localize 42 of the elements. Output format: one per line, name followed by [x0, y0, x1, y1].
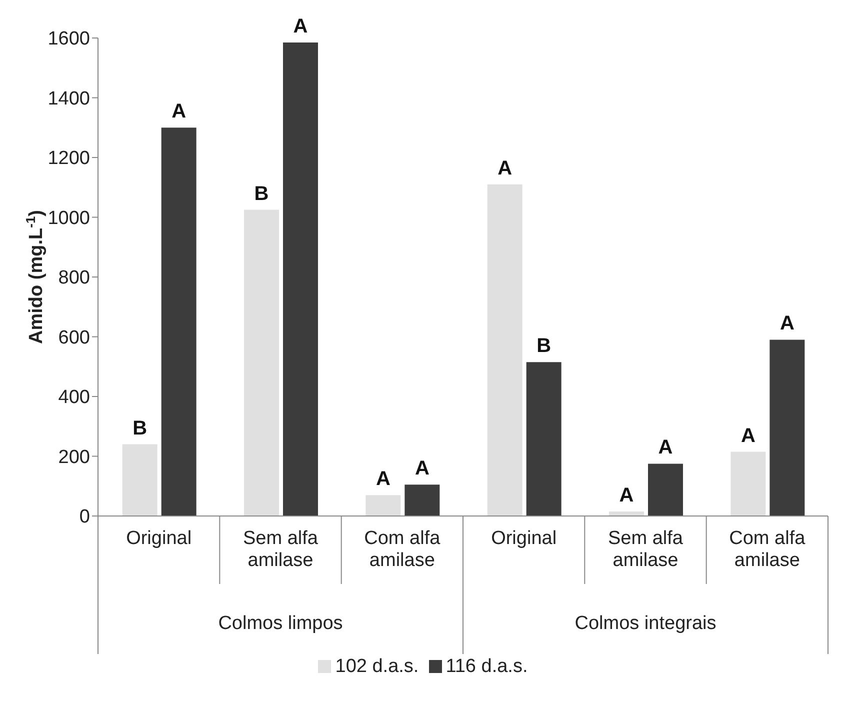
y-tick-label: 200 [58, 446, 90, 468]
data-label: B [132, 417, 148, 440]
data-label: A [293, 15, 308, 38]
data-label: A [376, 468, 390, 490]
bar [770, 340, 805, 516]
x-tick-label: Com alfa amilase [729, 528, 806, 571]
data-label: A [780, 312, 794, 335]
x-tick-label: Original [491, 528, 557, 549]
y-tick-label: 1400 [48, 88, 90, 110]
y-tick-label: 1000 [48, 208, 90, 229]
bar [283, 42, 318, 516]
bar [487, 184, 522, 516]
bar [526, 362, 562, 516]
text: Colmos integrais [574, 613, 716, 634]
data-label: A [414, 458, 430, 480]
y-tick-label: 0 [79, 506, 90, 528]
text: Colmos limpos [218, 613, 343, 634]
bar [404, 484, 440, 516]
y-tick-label: 1600 [48, 28, 90, 50]
y-tick-label: 400 [58, 387, 90, 408]
data-label: B [254, 182, 269, 205]
y-tick-label: 600 [58, 327, 90, 348]
bar [122, 444, 158, 516]
data-label: A [740, 424, 756, 447]
data-label: A [619, 484, 634, 507]
bar [648, 464, 683, 516]
data-label: A [172, 100, 186, 123]
bar [244, 210, 279, 516]
y-tick-label: 800 [58, 268, 90, 289]
legend-label: 102 d.a.s. [335, 656, 419, 677]
legend-label: 116 d.a.s. [446, 656, 528, 677]
data-label: B [536, 335, 552, 358]
x-tick-label: Sem alfa amilase [608, 528, 684, 571]
data-label: A [658, 436, 673, 459]
data-label: A [498, 157, 512, 180]
x-tick-label: Com alfa amilase [364, 528, 441, 571]
bar [730, 452, 766, 516]
x-tick-label: Original [126, 528, 192, 549]
x-tick-label: Sem alfa amilase [243, 528, 318, 571]
bar [366, 495, 401, 516]
y-tick-label: 1200 [48, 148, 90, 170]
bar [161, 128, 196, 516]
